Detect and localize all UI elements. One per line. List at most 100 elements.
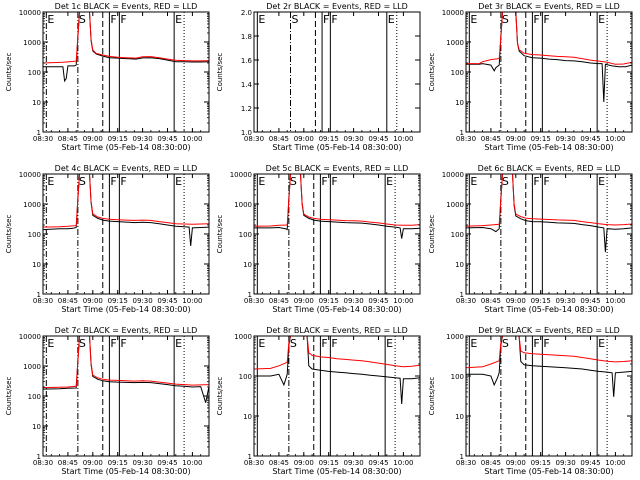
x-tick-label: 08:30 <box>456 135 476 143</box>
event-marker-label: E <box>258 337 265 350</box>
event-marker-label: F <box>533 13 539 26</box>
x-tick-label: 09:00 <box>294 135 314 143</box>
y-tick-label: 10 <box>455 261 464 269</box>
y-tick-label: 100 <box>451 373 464 381</box>
chart-title: Det 6c BLACK = Events, RED = LLD <box>478 164 621 173</box>
x-tick-label: 09:45 <box>368 459 388 467</box>
x-tick-label: 08:30 <box>456 297 476 305</box>
x-tick-label: 08:45 <box>58 459 78 467</box>
event-marker-label: S <box>290 175 297 188</box>
x-tick-label: 09:30 <box>344 135 364 143</box>
y-tick-label: 100 <box>451 231 464 239</box>
x-tick-label: 08:45 <box>58 297 78 305</box>
x-tick-label: 10:00 <box>605 135 625 143</box>
event-marker-label: F <box>110 337 116 350</box>
event-marker-label: F <box>533 337 539 350</box>
x-tick-label: 09:45 <box>368 135 388 143</box>
x-tick-label: 09:00 <box>506 135 526 143</box>
y-tick-label: 10000 <box>442 9 464 17</box>
y-tick-label: 1 <box>37 453 41 461</box>
x-tick-label: 09:45 <box>580 135 600 143</box>
y-tick-label: 1000 <box>234 333 252 341</box>
event-marker-label: E <box>47 337 54 350</box>
y-tick-label: 100 <box>239 373 252 381</box>
y-axis-title: Counts/sec <box>216 215 224 254</box>
x-tick-label: 09:30 <box>556 297 576 305</box>
event-marker-label: E <box>598 13 605 26</box>
event-marker-label: E <box>175 175 182 188</box>
x-tick-label: 09:45 <box>580 297 600 305</box>
y-tick-label: 1.0 <box>241 129 252 137</box>
event-marker-label: F <box>321 175 327 188</box>
event-marker-label: E <box>47 13 54 26</box>
x-tick-label: 09:45 <box>368 297 388 305</box>
series-events-line <box>466 336 632 397</box>
x-axis-title: Start Time (05-Feb-14 08:30:00) <box>61 305 190 314</box>
x-tick-label: 09:00 <box>506 459 526 467</box>
x-tick-label: 08:45 <box>58 135 78 143</box>
x-tick-label: 10:00 <box>182 459 202 467</box>
x-tick-label: 08:30 <box>244 459 264 467</box>
series-events-line <box>254 336 420 405</box>
chart-title: Det 3r BLACK = Events, RED = LLD <box>478 2 620 11</box>
x-tick-label: 09:45 <box>580 459 600 467</box>
y-tick-label: 1.2 <box>241 105 252 113</box>
y-tick-label: 10000 <box>442 171 464 179</box>
y-tick-label: 1 <box>460 453 464 461</box>
x-tick-label: 08:45 <box>269 459 289 467</box>
x-tick-label: 09:15 <box>531 135 551 143</box>
x-tick-label: 09:30 <box>344 297 364 305</box>
x-tick-label: 09:30 <box>133 459 153 467</box>
x-tick-label: 09:15 <box>319 459 339 467</box>
x-axis-title: Start Time (05-Feb-14 08:30:00) <box>272 143 401 152</box>
y-tick-label: 100 <box>28 231 41 239</box>
y-tick-label: 1.4 <box>241 81 253 89</box>
y-tick-label: 100 <box>28 69 41 77</box>
x-tick-label: 08:30 <box>33 459 53 467</box>
event-marker-label: F <box>120 13 126 26</box>
y-tick-label: 1000 <box>446 333 464 341</box>
y-tick-label: 10000 <box>19 9 41 17</box>
y-tick-label: 10000 <box>19 333 41 341</box>
chart-title: Det 7c BLACK = Events, RED = LLD <box>55 326 198 335</box>
x-axis-title: Start Time (05-Feb-14 08:30:00) <box>61 143 190 152</box>
x-tick-label: 09:15 <box>108 459 128 467</box>
x-tick-label: 08:45 <box>481 297 501 305</box>
y-tick-label: 1000 <box>23 201 41 209</box>
series-lld-line <box>466 174 632 227</box>
y-axis-title: Counts/sec <box>5 215 13 254</box>
y-axis-title: Counts/sec <box>5 53 13 92</box>
x-tick-label: 08:45 <box>269 297 289 305</box>
x-tick-label: 10:00 <box>393 135 413 143</box>
y-tick-label: 1 <box>248 291 252 299</box>
y-tick-label: 2.0 <box>241 9 252 17</box>
x-axis-title: Start Time (05-Feb-14 08:30:00) <box>484 143 613 152</box>
series-lld-line <box>254 174 420 227</box>
y-tick-label: 1000 <box>446 201 464 209</box>
y-axis-title: Counts/sec <box>5 377 13 416</box>
chart-title: Det 2r BLACK = Events, RED = LLD <box>266 2 408 11</box>
event-marker-label: S <box>290 337 297 350</box>
y-tick-label: 1.8 <box>241 33 252 41</box>
event-marker-label: F <box>331 337 337 350</box>
y-tick-label: 10000 <box>19 171 41 179</box>
y-tick-label: 1000 <box>23 39 41 47</box>
event-marker-label: F <box>533 175 539 188</box>
y-tick-label: 100 <box>28 393 41 401</box>
x-tick-label: 09:00 <box>294 297 314 305</box>
x-tick-label: 10:00 <box>393 297 413 305</box>
y-tick-label: 100 <box>451 69 464 77</box>
event-marker-label: E <box>388 13 395 26</box>
